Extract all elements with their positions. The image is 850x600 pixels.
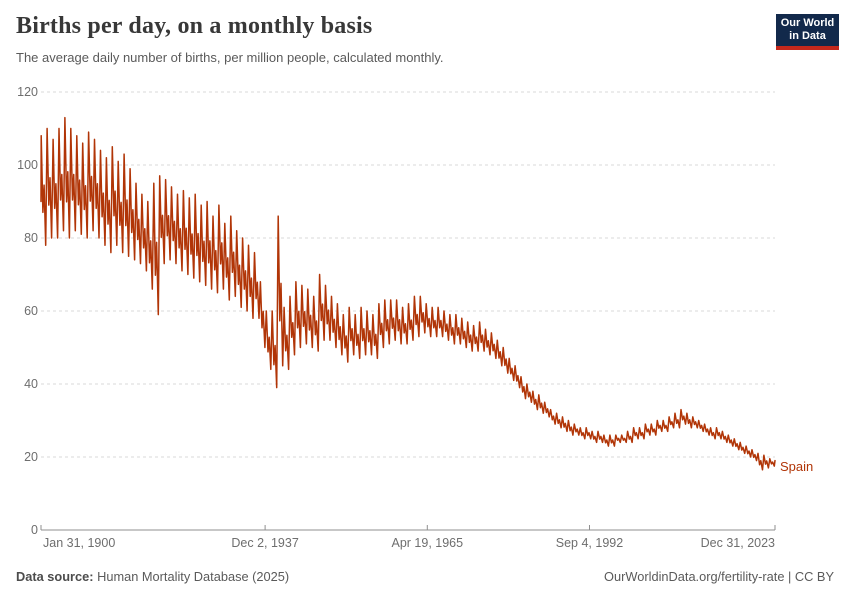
page-title: Births per day, on a monthly basis <box>16 13 373 39</box>
footer-citation-link: OurWorldinData.org/fertility-rate | CC B… <box>604 569 834 584</box>
y-axis-tick-label: 60 <box>24 304 38 318</box>
y-axis-tick-label: 80 <box>24 231 38 245</box>
owid-logo-accent-bar <box>776 46 839 50</box>
x-axis-tick-label: Apr 19, 1965 <box>391 536 464 550</box>
owid-logo-line1: Our World <box>780 16 835 29</box>
owid-logo-line2: in Data <box>789 30 826 42</box>
y-axis-tick-label: 0 <box>31 523 38 537</box>
chart-footer: Data source: Human Mortality Database (2… <box>16 569 834 584</box>
data-source-note: Data source: Human Mortality Database (2… <box>16 569 289 584</box>
x-axis-tick-label: Dec 2, 1937 <box>231 536 299 550</box>
y-axis-tick-label: 20 <box>24 450 38 464</box>
data-source-label: Data source: <box>16 569 94 584</box>
x-axis-tick-label: Dec 31, 2023 <box>700 536 775 550</box>
owid-logo[interactable]: Our World in Data <box>776 14 839 50</box>
y-axis-tick-label: 120 <box>17 85 38 99</box>
y-axis-tick-label: 40 <box>24 377 38 391</box>
chart-subtitle: The average daily number of births, per … <box>16 50 444 65</box>
x-axis-tick-label: Sep 4, 1992 <box>555 536 624 550</box>
y-axis-tick-label: 100 <box>17 158 38 172</box>
x-axis <box>40 525 776 531</box>
x-axis-tick-label: Jan 31, 1900 <box>43 536 116 550</box>
series-end-label: Spain <box>780 459 814 474</box>
spain-series-line <box>40 116 776 471</box>
data-source-value: Human Mortality Database (2025) <box>93 569 290 584</box>
owid-logo-text: Our World in Data <box>776 14 839 46</box>
